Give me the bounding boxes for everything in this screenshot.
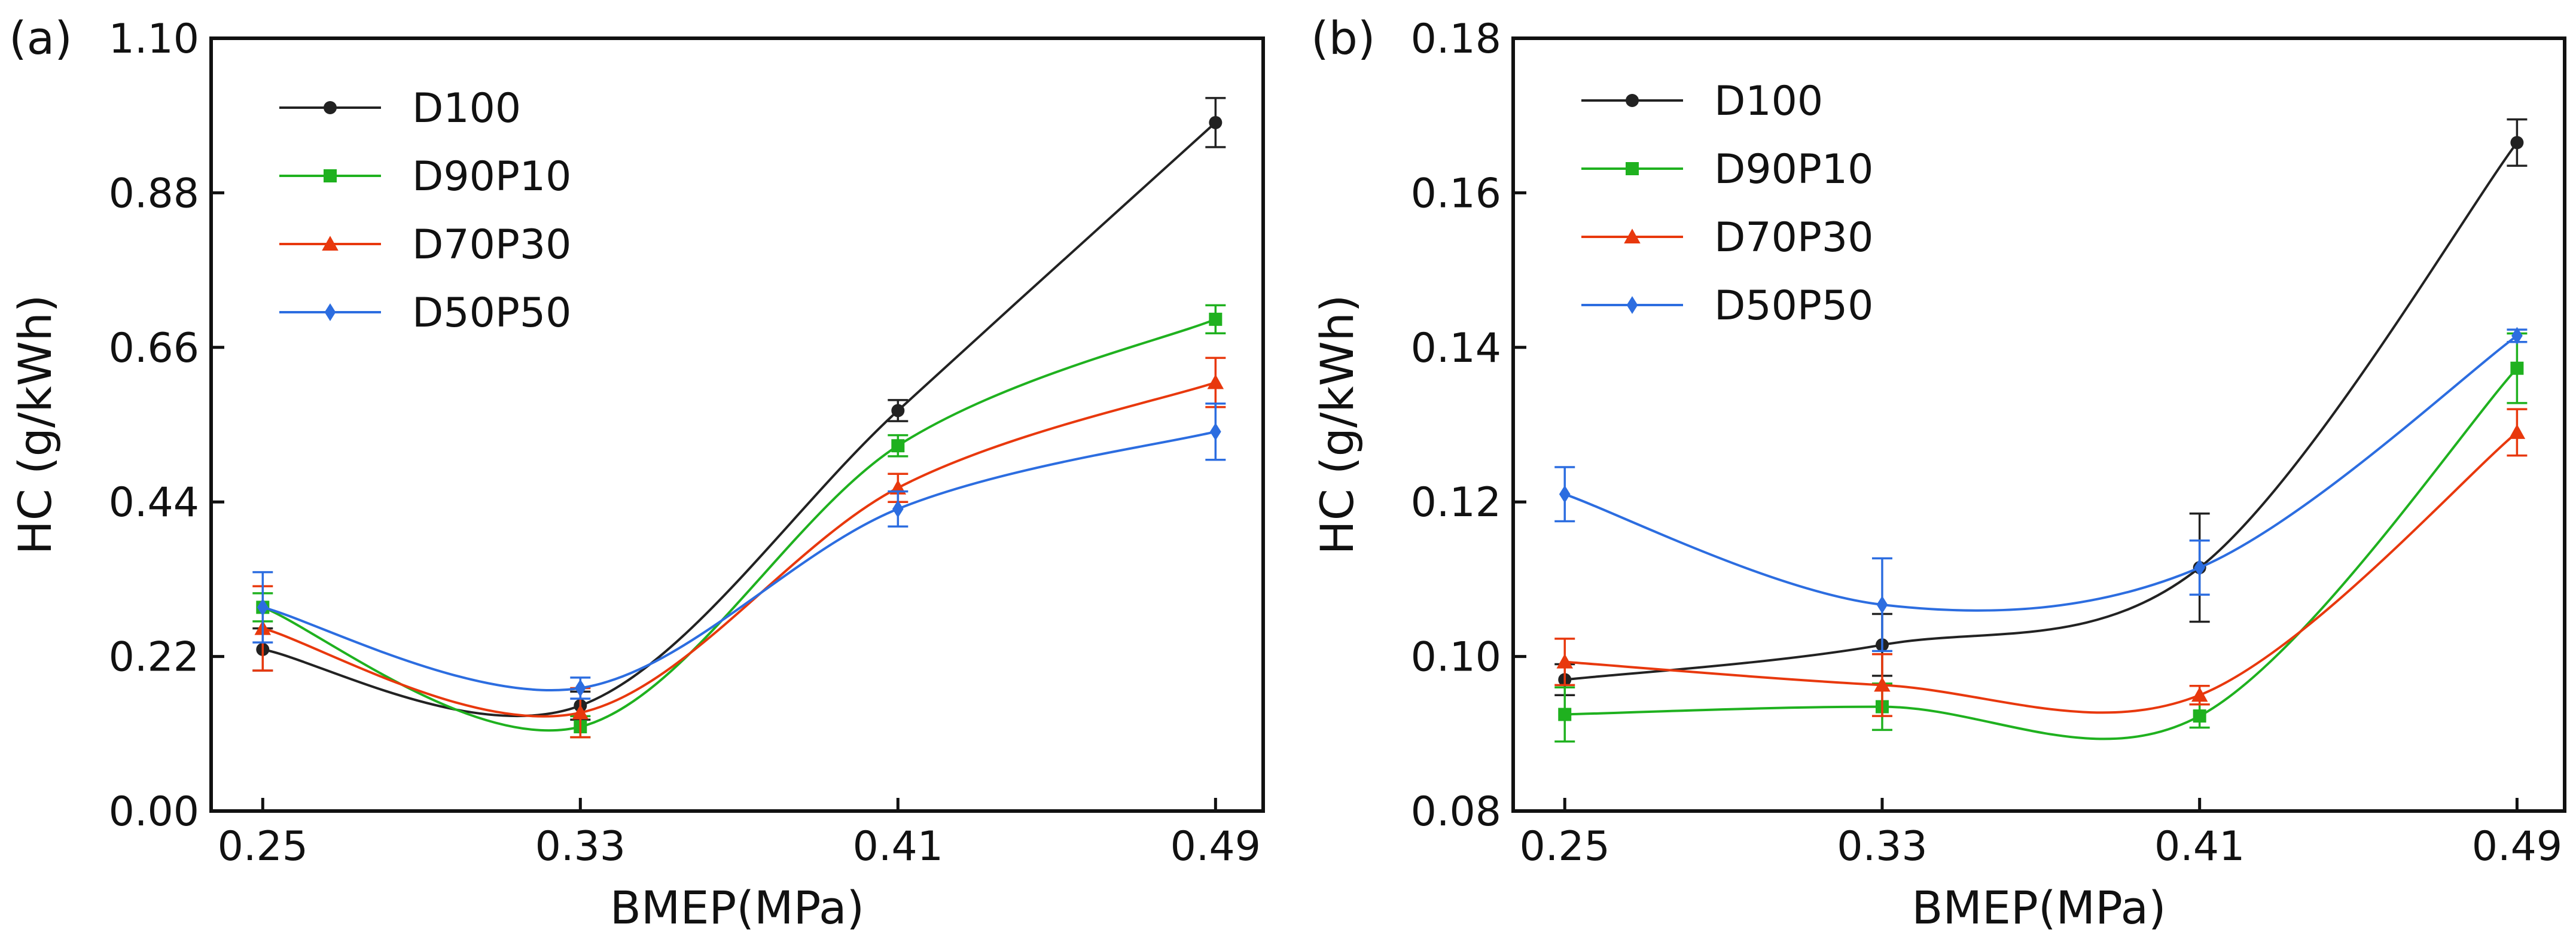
- legend-label: D70P30: [412, 221, 571, 269]
- series-d50p50: [252, 403, 1226, 700]
- series-d100: [252, 97, 1226, 721]
- series-line: [262, 318, 1217, 732]
- legend-item-d90p10: D90P10: [279, 153, 571, 200]
- legend-marker: [322, 236, 339, 251]
- legend-marker: [324, 169, 337, 182]
- data-point: [1558, 708, 1572, 721]
- data-point: [891, 404, 905, 417]
- y-tick-label: 1.10: [109, 16, 199, 63]
- x-tick-label: 0.41: [2154, 823, 2245, 870]
- legend-label: D50P50: [412, 289, 571, 337]
- data-point: [1874, 676, 1891, 692]
- legend-label: D50P50: [1714, 282, 1873, 330]
- legend-marker: [324, 101, 337, 114]
- y-axis-title: HC (g/kWh): [8, 295, 62, 555]
- data-point: [1556, 653, 1573, 669]
- data-point: [1209, 312, 1223, 326]
- data-point: [572, 704, 589, 720]
- data-point: [1559, 485, 1571, 504]
- x-tick-label: 0.49: [1170, 823, 1261, 870]
- legend-marker: [324, 303, 336, 321]
- legend-item-d90p10: D90P10: [1581, 146, 1873, 193]
- x-axis: 0.25 0.33 0.41 0.49: [1520, 798, 2562, 870]
- legend: D100 D90P10 D70P30 D50P50: [1581, 78, 1873, 330]
- y-tick-label: 0.18: [1411, 16, 1501, 63]
- series-d90p10: [1554, 332, 2528, 743]
- data-point: [1209, 422, 1221, 441]
- series-line: [1565, 367, 2518, 740]
- x-tick-label: 0.33: [1837, 823, 1927, 870]
- y-tick-label: 0.88: [109, 170, 199, 217]
- y-tick-label: 0.44: [109, 479, 199, 526]
- legend-label: D70P30: [1714, 214, 1873, 261]
- x-axis: 0.25 0.33 0.41 0.49: [218, 798, 1261, 870]
- legend-label: D100: [1714, 78, 1823, 125]
- legend-marker: [1626, 296, 1638, 314]
- plot-frame: [209, 36, 1265, 813]
- legend: D100 D90P10 D70P30 D50P50: [279, 85, 571, 337]
- x-axis-title: BMEP(MPa): [610, 881, 864, 934]
- y-axis-title: HC (g/kWh): [1310, 295, 1364, 555]
- data-point: [1209, 115, 1223, 129]
- legend-item-d100: D100: [279, 85, 521, 132]
- data-point: [574, 679, 586, 697]
- y-tick-label: 0.66: [109, 325, 199, 372]
- x-axis-title: BMEP(MPa): [1912, 881, 2166, 934]
- x-tick-label: 0.41: [853, 823, 943, 870]
- series-d70p30: [252, 356, 1226, 739]
- data-point: [2194, 559, 2206, 577]
- legend-item-d70p30: D70P30: [279, 221, 571, 269]
- data-point: [2191, 687, 2208, 702]
- panel-label: (a): [9, 11, 72, 65]
- chart-panel-1: (a)0.000.220.440.660.881.100.25 0.33 0.41 0…: [8, 11, 1265, 934]
- series-line: [262, 381, 1216, 718]
- legend-item-d70p30: D70P30: [1581, 214, 1873, 261]
- x-tick-label: 0.25: [218, 823, 308, 870]
- y-tick-label: 0.12: [1411, 479, 1501, 526]
- series-d90p10: [252, 304, 1226, 739]
- series-d50p50: [1554, 327, 2528, 653]
- y-axis: 0.00 0.22 0.44 0.66 0.88 1.10: [109, 16, 224, 836]
- x-tick-label: 0.33: [535, 823, 626, 870]
- data-point: [2511, 327, 2523, 345]
- legend-item-d50p50: D50P50: [279, 289, 571, 337]
- x-tick-label: 0.25: [1520, 823, 1610, 870]
- chart-panel-2: (b)0.080.100.120.140.160.180.25 0.33 0.41 0…: [1310, 11, 2566, 934]
- data-point: [2510, 136, 2524, 150]
- series-line: [262, 121, 1217, 718]
- legend-marker: [1626, 162, 1639, 175]
- data-point: [257, 598, 269, 617]
- legend-item-d100: D100: [1581, 78, 1823, 125]
- legend-label: D90P10: [412, 153, 571, 200]
- series-line: [1564, 142, 2519, 681]
- data-point: [2508, 424, 2526, 439]
- plot-frame: [1511, 36, 2566, 813]
- y-tick-label: 0.14: [1411, 325, 1501, 372]
- y-axis: 0.08 0.10 0.12 0.14 0.16 0.18: [1411, 16, 1526, 836]
- y-tick-label: 0.00: [109, 788, 199, 836]
- y-tick-label: 0.10: [1411, 634, 1501, 681]
- series-line: [1565, 431, 2518, 714]
- y-tick-label: 0.22: [109, 634, 199, 681]
- legend-label: D90P10: [1714, 146, 1873, 193]
- legend-item-d50p50: D50P50: [1581, 282, 1873, 330]
- legend-label: D100: [412, 85, 521, 132]
- y-tick-label: 0.08: [1411, 788, 1501, 836]
- legend-marker: [1626, 94, 1639, 107]
- data-point: [2510, 361, 2524, 375]
- series-line: [262, 430, 1216, 692]
- data-point: [2193, 709, 2206, 723]
- legend-marker: [1624, 228, 1641, 243]
- y-tick-label: 0.16: [1411, 170, 1501, 217]
- series-line: [1564, 334, 2518, 612]
- data-point: [1876, 596, 1888, 614]
- data-point: [892, 500, 904, 518]
- x-tick-label: 0.49: [2472, 823, 2562, 870]
- series-d70p30: [1554, 408, 2528, 717]
- panel-label: (b): [1311, 11, 1376, 65]
- data-point: [891, 439, 905, 453]
- data-point: [1207, 374, 1224, 389]
